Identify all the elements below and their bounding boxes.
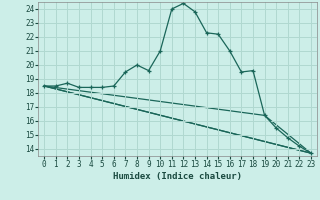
- X-axis label: Humidex (Indice chaleur): Humidex (Indice chaleur): [113, 172, 242, 181]
